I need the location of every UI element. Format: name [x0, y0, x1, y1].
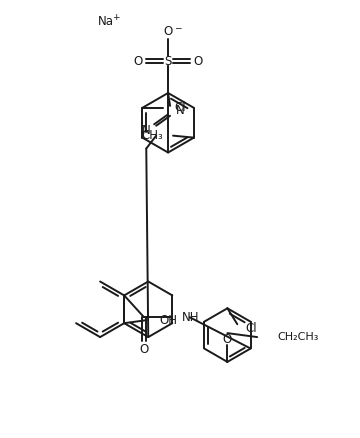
- Text: O: O: [163, 25, 173, 38]
- Text: Cl: Cl: [174, 101, 186, 114]
- Text: NH: NH: [182, 311, 199, 324]
- Text: O: O: [139, 343, 149, 357]
- Text: N: N: [141, 124, 150, 137]
- Text: S: S: [165, 55, 172, 68]
- Text: O: O: [193, 55, 202, 68]
- Text: Cl: Cl: [245, 321, 257, 335]
- Text: N: N: [176, 104, 185, 117]
- Text: O: O: [223, 332, 232, 346]
- Text: CH₂CH₃: CH₂CH₃: [277, 332, 318, 342]
- Text: −: −: [174, 23, 181, 32]
- Text: +: +: [113, 13, 120, 22]
- Text: O: O: [134, 55, 143, 68]
- Text: Na: Na: [98, 15, 114, 28]
- Text: OH: OH: [159, 314, 177, 327]
- Text: CH₃: CH₃: [141, 129, 163, 142]
